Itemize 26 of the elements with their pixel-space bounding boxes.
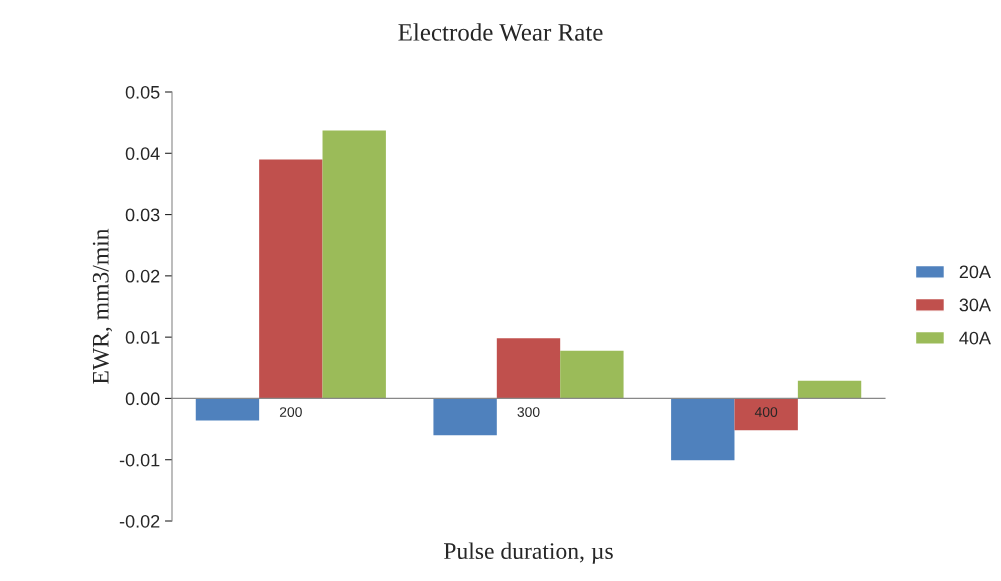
y-tick-label: 0.03: [125, 208, 160, 222]
bar: [195, 398, 260, 421]
y-tick-label: 0.02: [125, 269, 160, 283]
legend-label: 20A: [959, 265, 991, 279]
bar: [671, 398, 735, 461]
y-axis-title: EWR, mm3/min: [92, 228, 113, 384]
bar: [433, 398, 497, 436]
bar: [259, 159, 323, 399]
bar: [322, 130, 386, 399]
bar: [797, 380, 862, 399]
x-tick-label: 300: [517, 407, 540, 417]
y-tick-label: -0.02: [119, 514, 160, 528]
y-tick-label: 0.01: [125, 331, 160, 344]
x-tick-label: 400: [754, 407, 778, 417]
y-tick-label: -0.01: [119, 453, 160, 467]
chart-title: Electrode Wear Rate: [398, 23, 603, 41]
y-tick-label: 0.04: [125, 147, 160, 161]
x-axis-title: Pulse duration, µs: [444, 542, 613, 564]
legend-label: 30A: [959, 298, 991, 312]
bar: [734, 398, 798, 431]
bar: [496, 338, 561, 399]
y-tick-label: 0.05: [125, 85, 160, 99]
bar: [560, 350, 624, 399]
legend-label: 40A: [959, 331, 991, 345]
x-tick-label: 200: [279, 407, 302, 417]
y-tick-label: 0.00: [125, 392, 160, 406]
